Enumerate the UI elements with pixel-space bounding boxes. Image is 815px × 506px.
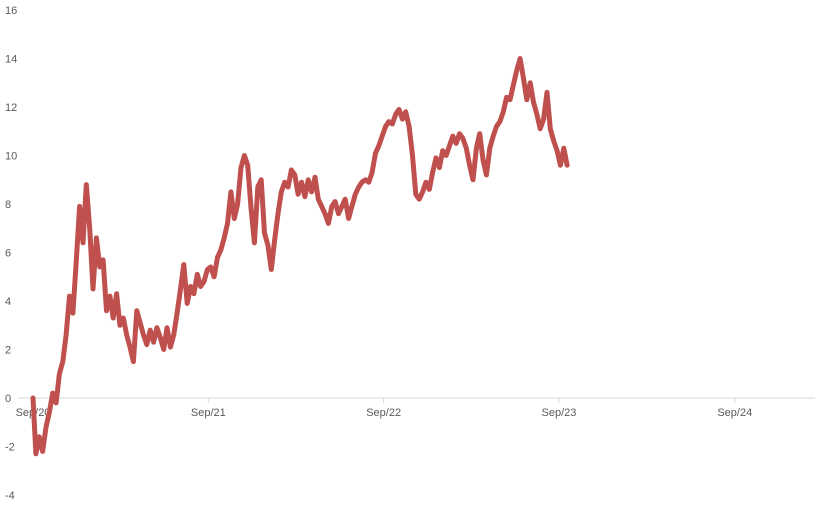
x-tick-label: Sep/21 [191,407,226,419]
y-tick-label: -4 [5,490,15,502]
series-layer [30,56,570,457]
x-tick-label: Sep/24 [717,407,752,419]
x-axis-ticks: Sep/20 Sep/21 Sep/22 Sep/23 Sep/24 [16,398,752,419]
y-tick-label: 4 [5,296,11,308]
y-tick-label: 12 [5,102,17,114]
y-tick-label: 6 [5,248,11,260]
x-tick-label: Sep/22 [366,407,401,419]
y-axis-tick-labels: -4 -2 0 2 4 6 8 10 12 14 16 [5,5,17,502]
y-tick-label: -2 [5,442,15,454]
y-tick-label: 10 [5,151,17,163]
y-tick-label: 16 [5,5,17,17]
series-line-0 [30,56,570,457]
x-tick-label: Sep/23 [542,407,577,419]
y-tick-label: 0 [5,393,11,405]
y-tick-label: 14 [5,54,17,66]
y-tick-label: 8 [5,199,11,211]
y-tick-label: 2 [5,345,11,357]
